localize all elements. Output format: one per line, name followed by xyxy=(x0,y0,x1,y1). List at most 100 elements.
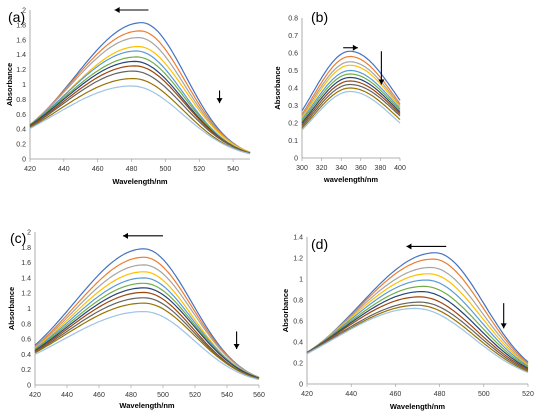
x-tick-label: 340 xyxy=(335,165,347,172)
y-tick-label: 1.8 xyxy=(16,22,26,29)
y-tick-label: 1 xyxy=(299,277,303,284)
series-line xyxy=(301,73,401,122)
y-tick-label: 0.8 xyxy=(21,321,31,328)
x-tick-label: 380 xyxy=(375,165,387,172)
panel-c: (c) 0 0.2 0.4 0.6 0.8 1 1.2 1.4 1.6 1.8 2 420 440 460 4… xyxy=(7,230,265,411)
series-line xyxy=(29,56,251,154)
y-tick-label: 0.2 xyxy=(293,361,303,368)
y-tick-label: 0.2 xyxy=(288,121,298,128)
y-tick-label: 0.4 xyxy=(288,86,298,93)
x-axis-label: Wavelength/nm xyxy=(119,401,174,410)
x-tick-label: 560 xyxy=(253,392,265,399)
series-line xyxy=(34,256,260,378)
series-line xyxy=(301,50,401,112)
y-tick-label: 0 xyxy=(22,157,26,164)
series-line xyxy=(34,264,260,378)
y-tick-label: 0.2 xyxy=(16,142,26,149)
x-axis-label: Wavelength/nm xyxy=(112,177,167,186)
y-axis-label: Absorbance xyxy=(5,63,14,106)
y-tick-label: 0.6 xyxy=(293,319,303,326)
x-tick-label: 540 xyxy=(221,392,233,399)
x-tick-label: 520 xyxy=(189,392,201,399)
y-tick-label: 0.8 xyxy=(293,298,303,305)
y-tick-label: 0 xyxy=(299,382,303,389)
x-tick-label: 500 xyxy=(157,392,169,399)
series-line xyxy=(29,77,251,155)
x-tick-label: 420 xyxy=(29,392,41,399)
series-line xyxy=(306,291,529,369)
panel-d: (d) 0 0.2 0.4 0.6 0.8 1 1.2 1.4 420 440 460 480 500 52… xyxy=(281,235,534,412)
series-line xyxy=(29,85,251,155)
series-line xyxy=(301,61,401,117)
series-line xyxy=(301,69,401,120)
arrow-head xyxy=(378,79,385,85)
y-tick-label: 2 xyxy=(27,230,31,237)
y-tick-label: 1.4 xyxy=(21,275,31,282)
y-tick-label: 0.7 xyxy=(288,33,298,40)
series-line xyxy=(301,64,401,119)
y-tick-label: 1.2 xyxy=(21,291,31,298)
y-axis-label: Absorbance xyxy=(281,289,290,332)
y-tick-label: 1.2 xyxy=(293,256,303,263)
y-tick-label: 1.6 xyxy=(16,37,26,44)
y-tick-label: 0.3 xyxy=(288,103,298,110)
series-line xyxy=(301,83,401,127)
series-line xyxy=(301,76,401,124)
y-tick-label: 0.1 xyxy=(288,138,298,145)
series-line xyxy=(29,22,251,153)
y-tick-label: 0.2 xyxy=(21,367,31,374)
x-tick-label: 420 xyxy=(24,166,36,173)
x-tick-label: 480 xyxy=(126,166,138,173)
x-tick-label: 520 xyxy=(522,391,534,398)
y-tick-label: 1.4 xyxy=(16,52,26,59)
x-tick-label: 440 xyxy=(58,166,70,173)
x-tick-label: 460 xyxy=(92,166,104,173)
series-line xyxy=(29,65,251,154)
y-tick-label: 1 xyxy=(27,306,31,313)
y-tick-label: 2 xyxy=(22,8,26,15)
y-tick-label: 1 xyxy=(22,82,26,89)
y-tick-label: 0 xyxy=(294,156,298,163)
x-axis-label: Wavelength/nm xyxy=(390,402,445,411)
x-tick-label: 360 xyxy=(355,165,367,172)
series-line xyxy=(306,279,529,367)
arrow-head xyxy=(114,7,120,13)
y-axis-label: Absorbance xyxy=(7,287,16,330)
y-axis-label: Absorbance xyxy=(273,66,282,109)
panel-b: (b) 0 0.1 0.2 0.3 0.4 0.5 0.6 0.7 0.8 300 320 340 360… xyxy=(273,9,406,184)
x-tick-label: 520 xyxy=(193,166,205,173)
series-line xyxy=(34,277,260,379)
y-tick-label: 0.6 xyxy=(288,51,298,58)
x-tick-label: 480 xyxy=(434,391,446,398)
x-tick-label: 460 xyxy=(93,392,105,399)
series-line xyxy=(306,304,529,372)
series-line xyxy=(34,311,260,381)
x-tick-label: 460 xyxy=(390,391,402,398)
x-tick-label: 540 xyxy=(227,166,239,173)
x-tick-label: 320 xyxy=(316,165,328,172)
arrow-head xyxy=(216,98,223,104)
panel-label: (c) xyxy=(10,230,26,246)
series-line xyxy=(306,266,529,365)
series-line xyxy=(306,301,529,371)
x-tick-label: 440 xyxy=(345,391,357,398)
series-line xyxy=(301,90,401,131)
x-tick-label: 500 xyxy=(160,166,172,173)
y-tick-label: 1.8 xyxy=(21,245,31,252)
y-tick-label: 0.4 xyxy=(293,340,303,347)
series-line xyxy=(306,252,529,363)
panel-label: (d) xyxy=(311,236,328,252)
y-tick-label: 1.2 xyxy=(16,67,26,74)
x-tick-label: 440 xyxy=(61,392,73,399)
arrow-head xyxy=(123,232,128,239)
series-line xyxy=(34,248,260,378)
arrow-head xyxy=(233,344,240,350)
series-line xyxy=(34,297,260,380)
y-tick-label: 0.6 xyxy=(21,337,31,344)
series-line xyxy=(34,302,260,380)
series-line xyxy=(29,36,251,153)
series-line xyxy=(34,287,260,379)
series-line xyxy=(301,80,401,126)
arrow-head xyxy=(352,44,358,51)
